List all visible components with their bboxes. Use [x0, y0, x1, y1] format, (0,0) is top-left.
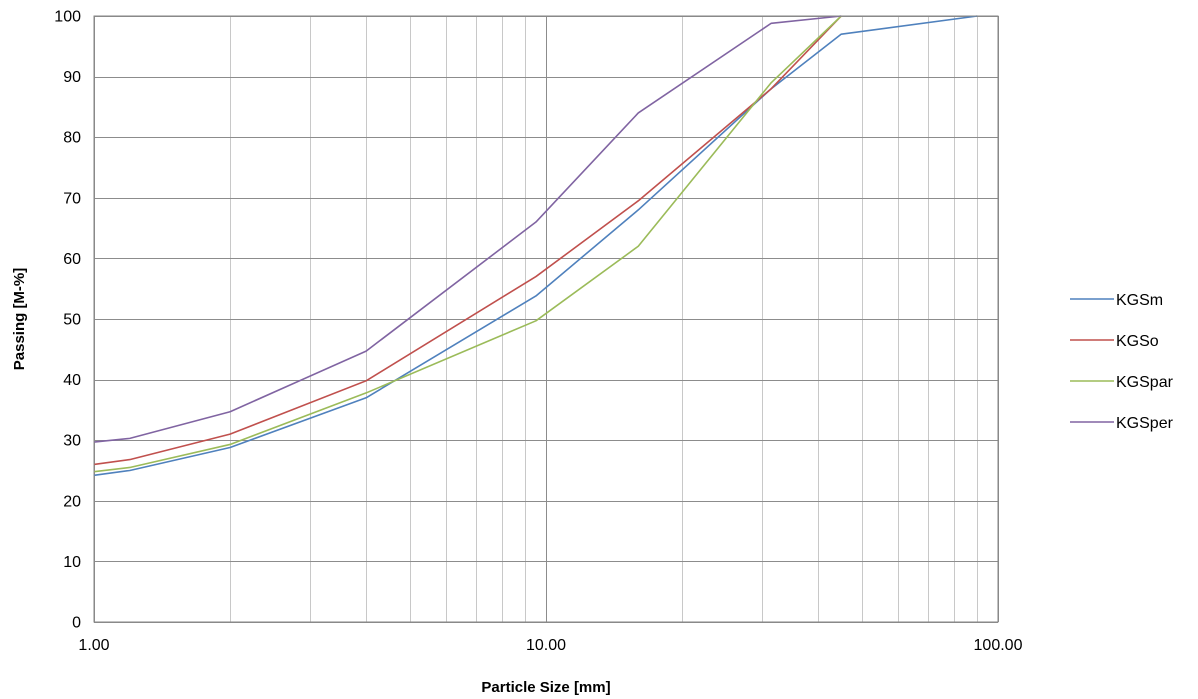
y-tick-label: 10: [63, 554, 81, 571]
y-tick-label: 90: [63, 69, 81, 86]
y-tick-label: 100: [54, 9, 81, 26]
x-tick-label: 1.00: [78, 637, 109, 654]
y-tick-label: 60: [63, 251, 81, 268]
series-line-kgsm: [93, 15, 978, 477]
y-tick-label: 70: [63, 190, 81, 207]
series-layer: [93, 15, 978, 477]
x-tick-label: 100.00: [974, 637, 1023, 654]
x-tick-labels: 1.00 10.00 100.00: [78, 637, 1022, 654]
legend: KGSm KGSo KGSpar KGSper: [1070, 292, 1174, 432]
x-axis-title: Particle Size [mm]: [481, 679, 610, 696]
y-tick-label: 0: [72, 615, 81, 632]
legend-label-kgso: KGSo: [1116, 333, 1159, 350]
legend-label-kgspar: KGSpar: [1116, 374, 1174, 391]
legend-label-kgsper: KGSper: [1116, 415, 1174, 432]
y-tick-label: 40: [63, 372, 81, 389]
legend-label-kgsm: KGSm: [1116, 292, 1163, 309]
series-line-kgsper: [93, 15, 842, 443]
plot-border: [93, 15, 999, 623]
y-tick-label: 20: [63, 493, 81, 510]
y-tick-label: 50: [63, 312, 81, 329]
y-tick-labels: 0 10 20 30 40 50 60 70 80 90 100: [54, 9, 81, 632]
series-line-kgso: [93, 15, 842, 466]
y-tick-label: 80: [63, 130, 81, 147]
x-tick-label: 10.00: [526, 637, 566, 654]
y-tick-label: 30: [63, 433, 81, 450]
series-line-kgspar: [93, 15, 842, 473]
y-axis-title: Passing [M-%]: [11, 268, 28, 371]
